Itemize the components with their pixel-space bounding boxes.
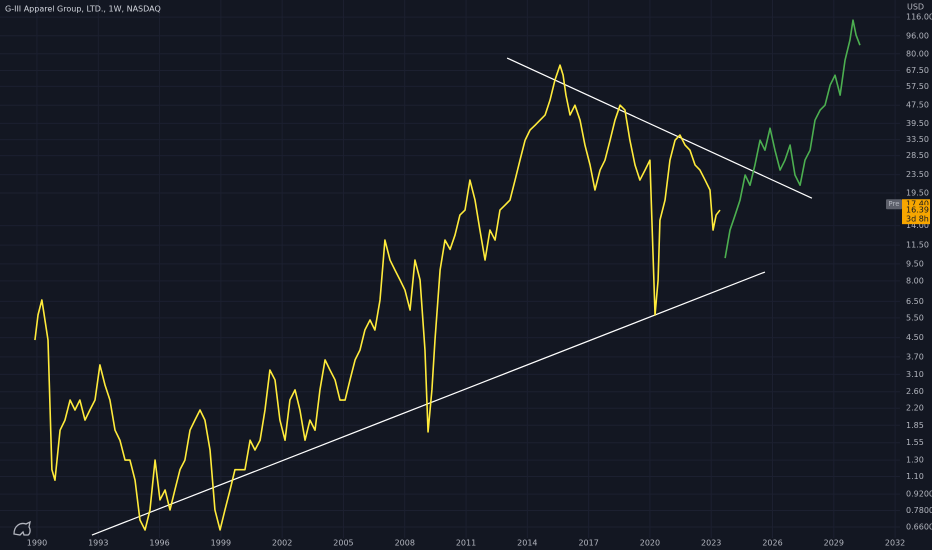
y-tick-label: 8.00 (906, 276, 924, 285)
pre-tag: Pre (888, 200, 899, 208)
last-price: 16.39 (906, 206, 929, 215)
axes: 116.00 96.00 80.00 67.50 57.50 47.50 39.50 33.5… (27, 13, 932, 548)
current-price: 17.40 (906, 200, 929, 209)
chart-title: G-III Apparel Group, LTD., 1W, NASDAQ (5, 5, 161, 14)
y-tick-label: 116.00 (906, 13, 932, 22)
y-tick-label: 28.50 (906, 151, 929, 160)
y-tick-label: 1.85 (906, 421, 924, 430)
y-tick-label: 11.50 (906, 241, 929, 250)
y-tick-label: 6.50 (906, 297, 924, 306)
grid (0, 0, 900, 538)
y-tick-label: 23.50 (906, 170, 929, 179)
x-tick-label: 2020 (640, 539, 660, 548)
x-tick-label: 1993 (88, 539, 108, 548)
y-tick-label: 1.10 (906, 472, 924, 481)
y-tick-label: 47.50 (906, 101, 929, 110)
tradingview-logo (13, 520, 31, 536)
x-tick-label: 2005 (333, 539, 353, 548)
y-tick-label: 4.50 (906, 333, 924, 342)
y-tick-label: 0.6600 (906, 522, 932, 531)
x-tick-label: 2011 (456, 539, 476, 548)
y-tick-label: 1.30 (906, 456, 924, 465)
x-tick-label: 2029 (824, 539, 844, 548)
x-tick-label: 2017 (578, 539, 598, 548)
pre-tag-box (886, 199, 902, 210)
price-line (724, 19, 861, 259)
plot-area (34, 19, 861, 536)
y-tick-label: 96.00 (906, 31, 929, 40)
y-tick-label: 57.50 (906, 82, 929, 91)
logo-mark (13, 520, 31, 536)
x-tick-label: 2032 (885, 539, 905, 548)
y-tick-label: 0.9200 (906, 490, 932, 499)
y-tick-label: 80.00 (906, 49, 929, 58)
y-tick-label: 39.50 (906, 119, 929, 128)
trend-line (506, 57, 813, 199)
y-tick-label: 1.55 (906, 438, 924, 447)
price-line (34, 64, 721, 531)
countdown: 3d 8h (906, 215, 929, 224)
x-tick-label: 2008 (395, 539, 415, 548)
x-tick-label: 1996 (149, 539, 169, 548)
y-tick-label: 3.70 (906, 352, 924, 361)
x-tick-label: 2002 (272, 539, 292, 548)
y-tick-label: 19.50 (906, 188, 929, 197)
y-tick-label: 67.50 (906, 66, 929, 75)
x-tick-label: 1990 (27, 539, 47, 548)
y-tick-label: 2.20 (906, 404, 924, 413)
x-tick-label: 2026 (762, 539, 782, 548)
price-axis-panel (900, 0, 932, 550)
y-tick-label: 0.7800 (906, 506, 932, 515)
y-tick-label: 3.10 (906, 370, 924, 379)
x-tick-label: 2014 (517, 539, 537, 548)
y-tick-label: 5.50 (906, 313, 924, 322)
y-tick-label: 14.00 (906, 221, 929, 230)
y-unit: USD (907, 3, 924, 12)
y-tick-label: 2.60 (906, 387, 924, 396)
last-price-box (902, 205, 930, 225)
trend-line (91, 271, 766, 536)
x-tick-label: 2023 (701, 539, 721, 548)
y-tick-label: 33.50 (906, 135, 929, 144)
current-price-box (902, 199, 930, 210)
y-tick-label: 9.50 (906, 259, 924, 268)
x-tick-label: 1999 (211, 539, 231, 548)
